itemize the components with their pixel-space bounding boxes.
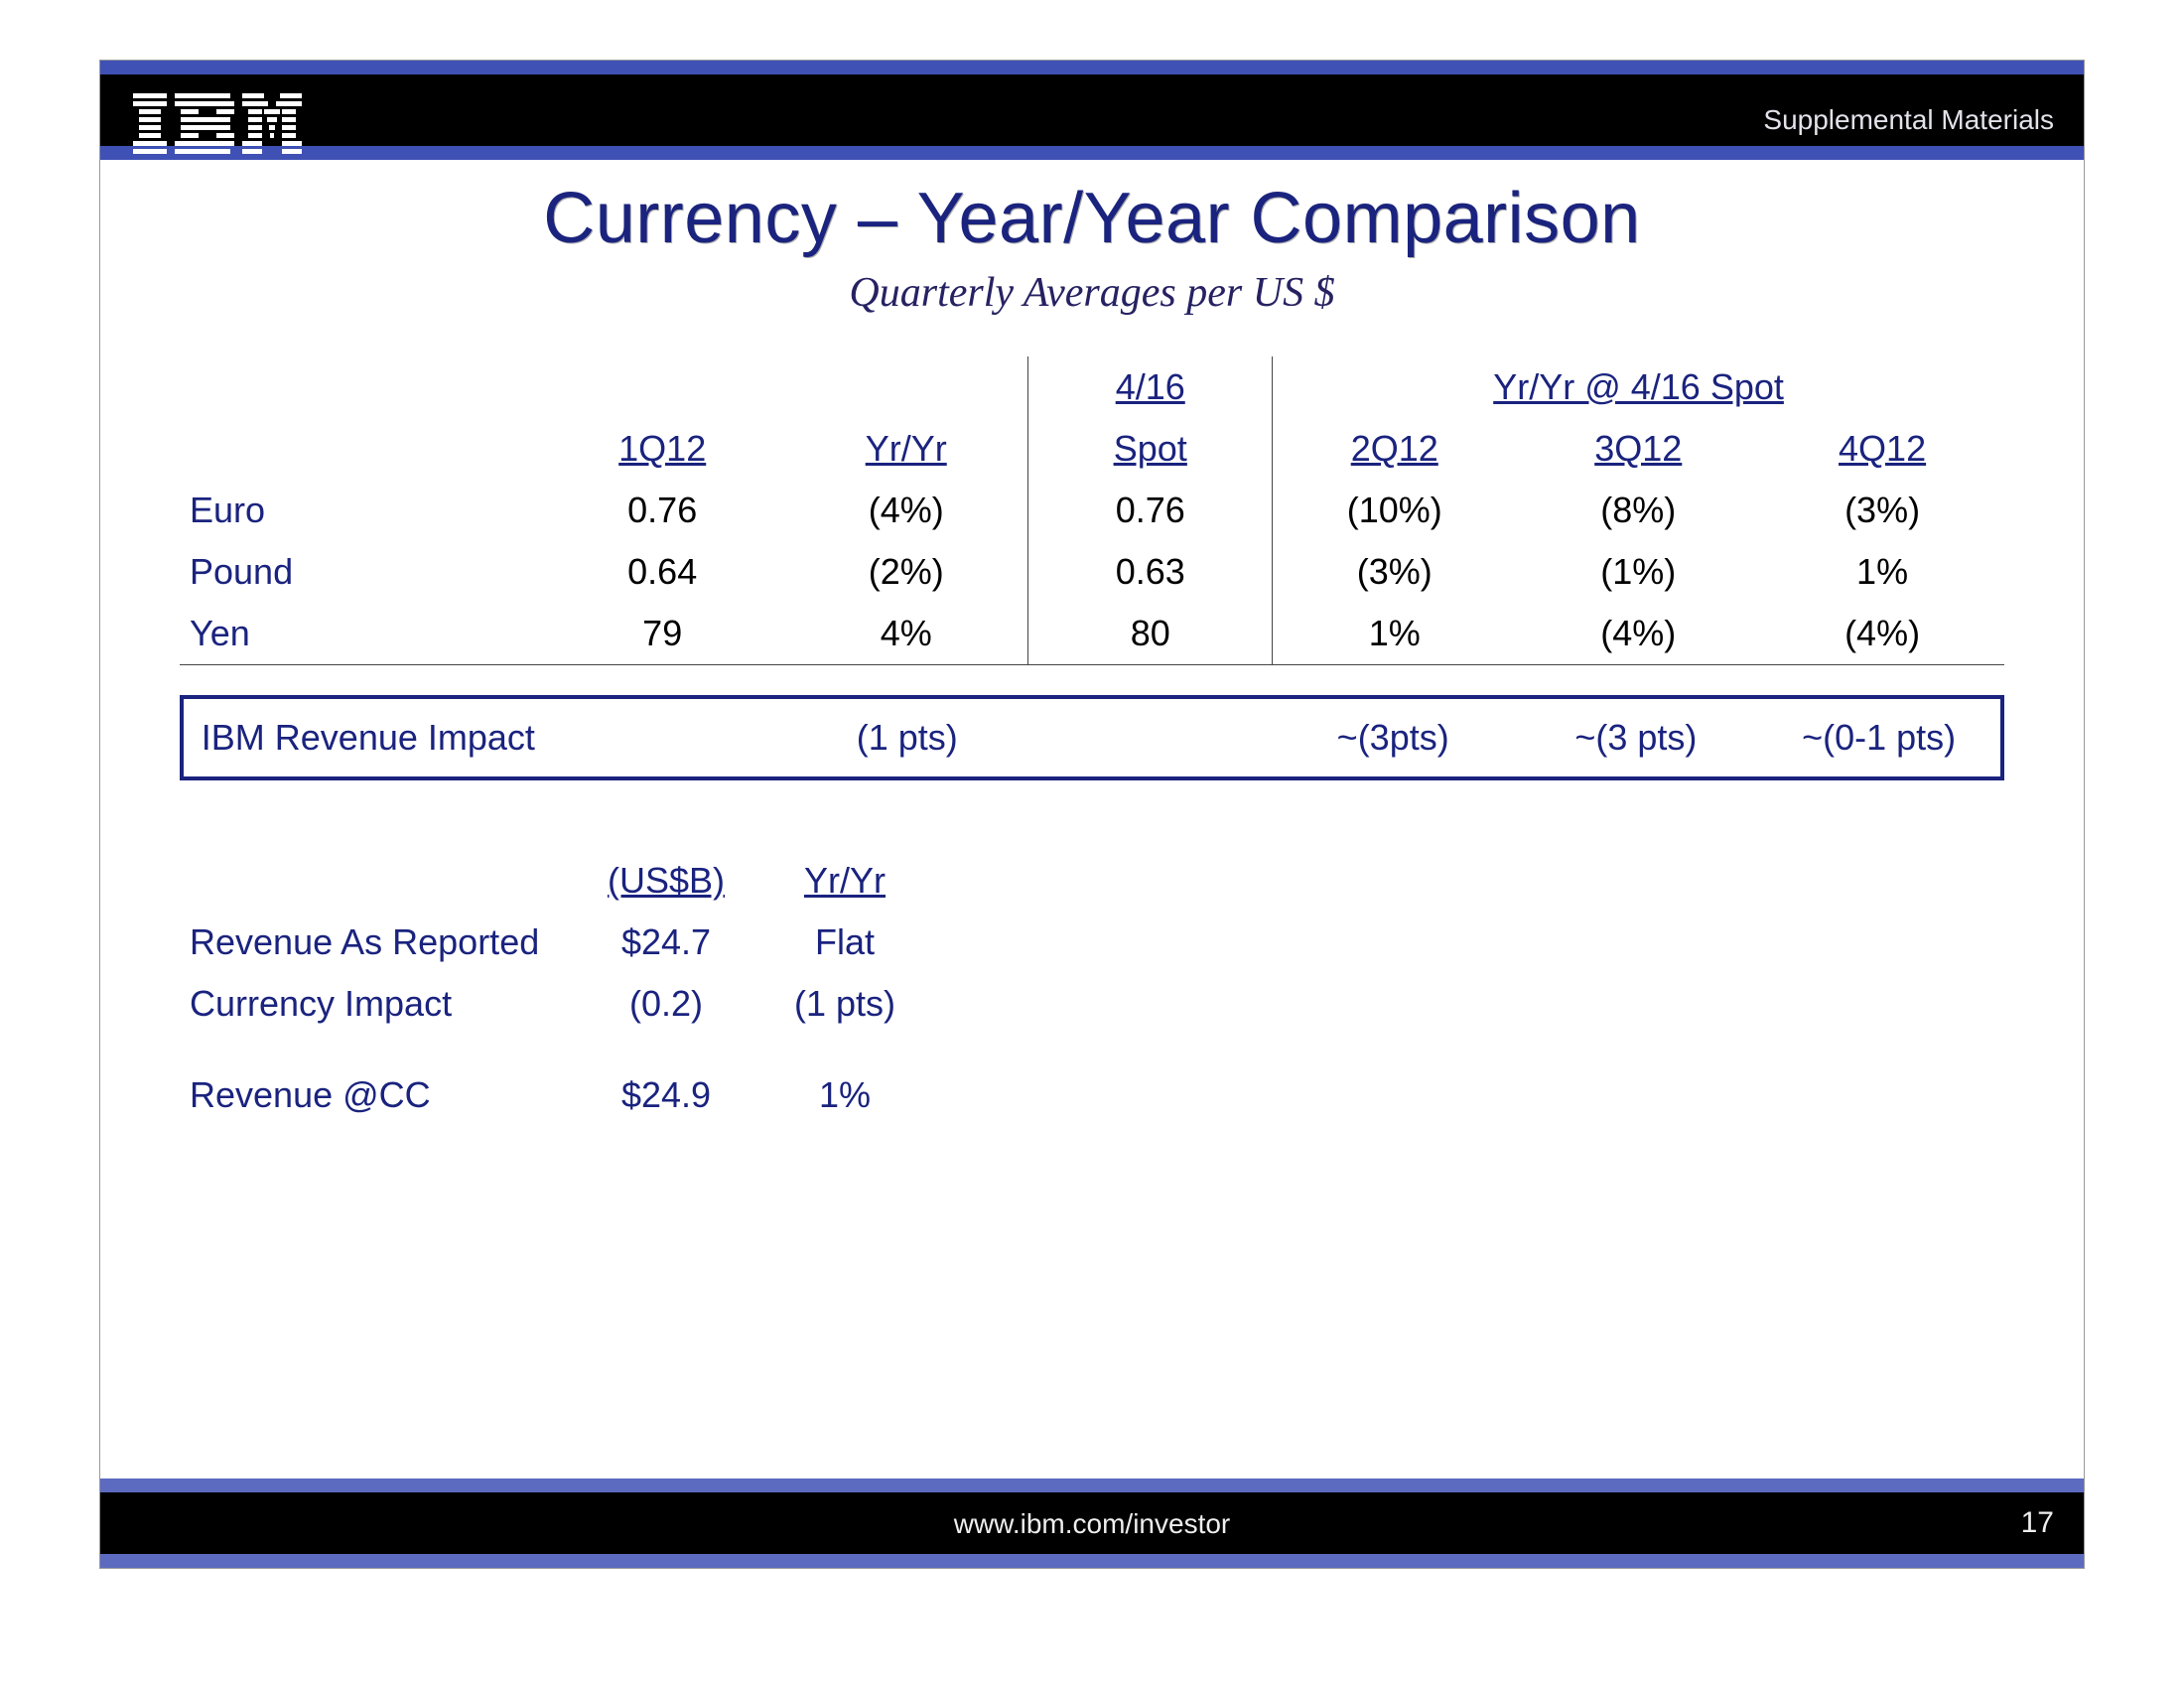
row-rev-reported: Revenue As Reported — [180, 912, 577, 973]
revenue-impact-box: IBM Revenue Impact (1 pts) ~(3pts) ~(3 p… — [180, 695, 2004, 780]
cell: 79 — [540, 603, 784, 665]
cell: (4%) — [784, 480, 1028, 541]
col-spot: Spot — [1028, 418, 1273, 480]
cell: 0.64 — [540, 541, 784, 603]
cell: 1% — [1273, 603, 1517, 665]
cell: (1 pts) — [755, 973, 934, 1035]
impact-label: IBM Revenue Impact — [184, 707, 543, 769]
col-4q12: 4Q12 — [1760, 418, 2004, 480]
col-usb: (US$B) — [577, 850, 755, 912]
row-rev-cc: Revenue @CC — [180, 1064, 577, 1126]
col-1q12: 1Q12 — [540, 418, 784, 480]
cell: $24.7 — [577, 912, 755, 973]
slide-title: Currency – Year/Year Comparison — [100, 178, 2084, 259]
table-row: Yen 79 4% 80 1% (4%) (4%) — [180, 603, 2004, 665]
cell: (8%) — [1516, 480, 1760, 541]
spot-group-header: Yr/Yr @ 4/16 Spot — [1273, 356, 2004, 418]
cell: (1 pts) — [785, 707, 1028, 769]
row-currency-impact: Currency Impact — [180, 973, 577, 1035]
cell: 1% — [755, 1064, 934, 1126]
cell: 0.63 — [1028, 541, 1273, 603]
row-euro-label: Euro — [180, 480, 540, 541]
cell: (2%) — [784, 541, 1028, 603]
cell: 80 — [1028, 603, 1273, 665]
title-block: Currency – Year/Year Comparison Quarterl… — [100, 178, 2084, 317]
row-yen-label: Yen — [180, 603, 540, 665]
header-bar: Supplemental Materials — [100, 61, 2084, 160]
cell: (3%) — [1273, 541, 1517, 603]
col-yryr: Yr/Yr — [784, 418, 1028, 480]
slide: Supplemental Materials Currency – Year/Y… — [99, 60, 2085, 1569]
page-number: 17 — [2021, 1506, 2054, 1540]
cell: (0.2) — [577, 973, 755, 1035]
col-3q12: 3Q12 — [1516, 418, 1760, 480]
table-row: Euro 0.76 (4%) 0.76 (10%) (8%) (3%) — [180, 480, 2004, 541]
ibm-logo-icon — [133, 93, 302, 155]
cell: ~(0-1 pts) — [1757, 707, 2000, 769]
cell: ~(3pts) — [1272, 707, 1515, 769]
col-2q12: 2Q12 — [1273, 418, 1517, 480]
cell: (1%) — [1516, 541, 1760, 603]
supplemental-label: Supplemental Materials — [1763, 104, 2054, 136]
table-row: Revenue As Reported $24.7 Flat — [180, 912, 934, 973]
cell — [543, 707, 786, 769]
col-spot-top: 4/16 — [1116, 366, 1185, 407]
cell: ~(3 pts) — [1515, 707, 1758, 769]
cell: (4%) — [1516, 603, 1760, 665]
currency-table: 4/16 Yr/Yr @ 4/16 Spot 1Q12 Yr/Yr Spot 2… — [180, 356, 2004, 665]
cell: $24.9 — [577, 1064, 755, 1126]
cell: 1% — [1760, 541, 2004, 603]
cell: 0.76 — [540, 480, 784, 541]
table-row: Revenue @CC $24.9 1% — [180, 1064, 934, 1126]
cell: (3%) — [1760, 480, 2004, 541]
footer-url: www.ibm.com/investor — [954, 1508, 1231, 1540]
cell: 0.76 — [1028, 480, 1273, 541]
row-pound-label: Pound — [180, 541, 540, 603]
table-row: Currency Impact (0.2) (1 pts) — [180, 973, 934, 1035]
footer-bar: www.ibm.com/investor 17 — [100, 1478, 2084, 1568]
ibm-logo — [128, 88, 307, 160]
cell: 4% — [784, 603, 1028, 665]
slide-subtitle: Quarterly Averages per US $ — [100, 269, 2084, 317]
cell: (10%) — [1273, 480, 1517, 541]
cell — [1028, 707, 1272, 769]
cell: (4%) — [1760, 603, 2004, 665]
col-yryr2: Yr/Yr — [755, 850, 934, 912]
cell: Flat — [755, 912, 934, 973]
table-row: Pound 0.64 (2%) 0.63 (3%) (1%) 1% — [180, 541, 2004, 603]
revenue-table: (US$B) Yr/Yr Revenue As Reported $24.7 F… — [180, 850, 2004, 1126]
